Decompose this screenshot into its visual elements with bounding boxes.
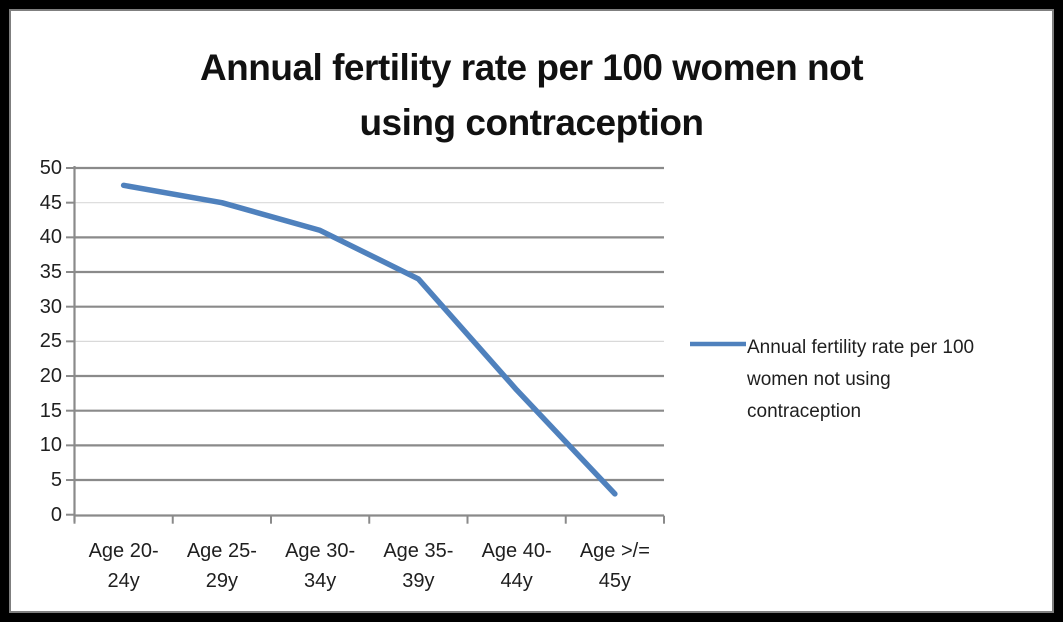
y-axis-tick-label: 5 <box>50 469 62 492</box>
x-axis-tick-label-line: 44y <box>500 570 533 592</box>
chart-title-line-1: Annual fertility rate per 100 women not <box>199 47 864 88</box>
legend-label-line-2: women not using <box>747 369 891 390</box>
y-axis-tick-label: 25 <box>39 330 62 353</box>
x-axis-tick-label: Age 30- 34y <box>260 536 380 596</box>
legend-label-line-1: Annual fertility rate per 100 <box>747 337 975 358</box>
y-axis-tick-label: 30 <box>39 295 62 318</box>
chart-title: Annual fertility rate per 100 women not … <box>0 40 1063 150</box>
legend-label-line-3: contraception <box>747 401 862 422</box>
x-axis-tick-label: Age 20- 24y <box>64 536 184 596</box>
x-axis-tick-label-line: Age 40- <box>481 540 552 562</box>
x-axis-tick-label-line: Age 20- <box>88 540 159 562</box>
y-axis-tick-label: 45 <box>39 191 62 214</box>
y-axis-tick-label: 15 <box>39 399 62 422</box>
x-axis-tick-label-line: Age >/= <box>579 540 650 562</box>
data-series-line <box>120 182 618 497</box>
x-axis-tick-label-line: Age 25- <box>186 540 257 562</box>
chart-title-line-2: using contraception <box>359 102 704 143</box>
y-axis-tick-label: 20 <box>39 365 62 388</box>
x-axis-tick-label-line: 39y <box>402 570 435 592</box>
x-axis-tick-label-line: 29y <box>205 570 238 592</box>
x-axis-tick-label-line: Age 30- <box>285 540 356 562</box>
y-axis-tick-label: 40 <box>39 226 62 249</box>
legend: Annual fertility rate per 100 women not … <box>747 332 1047 428</box>
x-axis-tick-label-line: 45y <box>598 570 631 592</box>
y-axis-tick-label: 0 <box>50 503 62 526</box>
x-axis-tick-label-line: Age 35- <box>383 540 454 562</box>
x-axis-tick-label-line: 24y <box>107 570 140 592</box>
y-axis-tick-label: 50 <box>39 157 62 179</box>
y-axis-tick-label: 35 <box>39 261 62 283</box>
x-axis-tick-label: Age 25- 29y <box>162 536 282 596</box>
x-axis-tick-label: Age 35- 39y <box>358 536 478 596</box>
y-axis-tick-label: 10 <box>39 434 62 457</box>
x-axis-tick-label-line: 34y <box>304 570 337 592</box>
x-axis-tick-label: Age 40- 44y <box>457 536 577 596</box>
chart-canvas <box>9 9 1054 613</box>
x-axis-tick-label: Age >/= 45y <box>555 536 675 596</box>
